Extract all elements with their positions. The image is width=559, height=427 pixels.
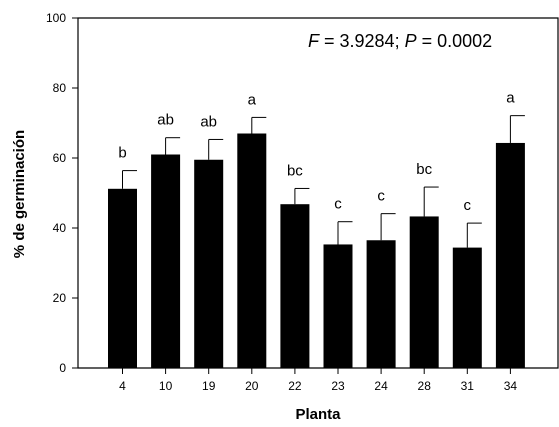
x-tick-label: 28 <box>418 379 432 393</box>
y-axis-ticks: 0 20 40 60 80 100 <box>46 11 78 375</box>
significance-label: ab <box>157 112 174 129</box>
bar-31 <box>452 247 482 368</box>
axis-frame <box>77 17 559 369</box>
f-label: F <box>308 31 320 51</box>
x-axis-ticks: 4 10 19 20 22 23 24 28 31 34 <box>119 368 517 393</box>
p-label: P <box>405 31 417 51</box>
significance-label: bc <box>416 161 432 178</box>
y-tick-label: 40 <box>53 221 67 235</box>
bar-23 <box>323 244 353 368</box>
x-tick-label: 20 <box>245 379 259 393</box>
x-tick-label: 34 <box>504 379 518 393</box>
bar-10 <box>151 154 181 368</box>
bar-22 <box>280 204 310 368</box>
x-tick-label: 4 <box>119 379 126 393</box>
x-tick-label: 10 <box>159 379 173 393</box>
y-tick-label: 60 <box>53 151 67 165</box>
x-tick-label: 22 <box>288 379 302 393</box>
bar-20 <box>237 133 267 368</box>
significance-label: bc <box>287 162 303 179</box>
bars <box>108 133 525 368</box>
significance-label: a <box>248 91 257 108</box>
significance-label: c <box>377 188 385 205</box>
statistics-annotation: F = 3.9284; P = 0.0002 <box>308 31 492 51</box>
significance-label: c <box>334 196 342 213</box>
x-axis-title: Planta <box>295 406 341 423</box>
p-value: = 0.0002 <box>417 31 493 51</box>
bar-24 <box>366 240 396 368</box>
bar-34 <box>495 142 525 368</box>
bar-19 <box>194 159 224 368</box>
f-value: = 3.9284; <box>319 31 405 51</box>
significance-label: b <box>118 145 126 162</box>
y-axis-title: % de germinación <box>11 130 28 258</box>
y-tick-label: 0 <box>59 361 66 375</box>
y-tick-label: 20 <box>53 291 67 305</box>
x-tick-label: 24 <box>374 379 388 393</box>
bar-4 <box>108 188 137 368</box>
error-bars <box>122 115 525 248</box>
significance-label: a <box>506 90 515 107</box>
y-tick-label: 100 <box>46 11 66 25</box>
x-tick-label: 23 <box>331 379 345 393</box>
significance-label: c <box>464 197 472 214</box>
x-tick-label: 31 <box>461 379 475 393</box>
significance-label: ab <box>200 113 217 130</box>
bar-28 <box>409 216 439 368</box>
y-tick-label: 80 <box>53 81 67 95</box>
x-tick-label: 19 <box>202 379 216 393</box>
significance-labels: b ab ab a bc c c bc c a <box>118 90 515 214</box>
